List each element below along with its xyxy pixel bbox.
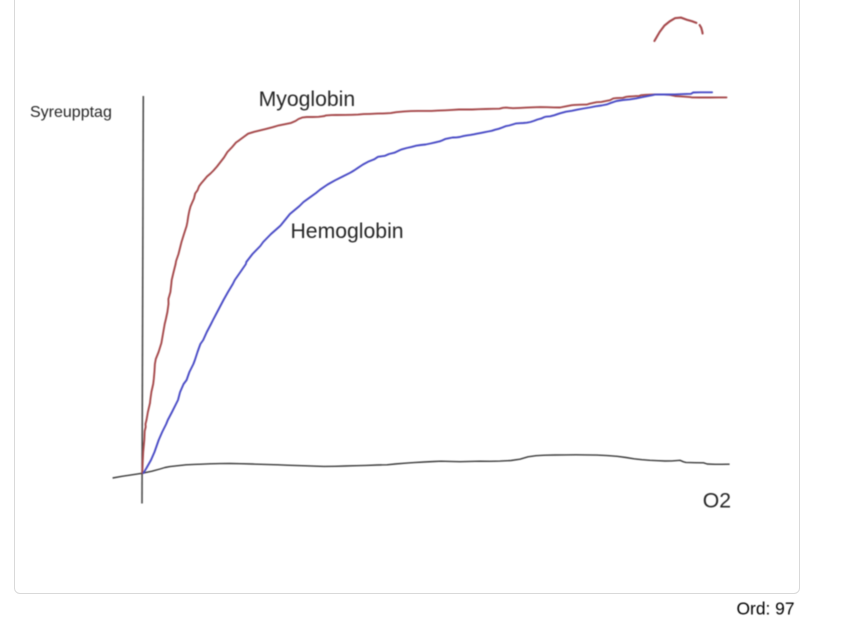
svg-text:Hemoglobin: Hemoglobin bbox=[291, 220, 404, 243]
svg-text:Syreupptag: Syreupptag bbox=[30, 104, 112, 121]
svg-text:Myoglobin: Myoglobin bbox=[259, 88, 356, 111]
svg-text:Ord: 97: Ord: 97 bbox=[737, 598, 795, 618]
svg-text:O2: O2 bbox=[703, 490, 731, 513]
